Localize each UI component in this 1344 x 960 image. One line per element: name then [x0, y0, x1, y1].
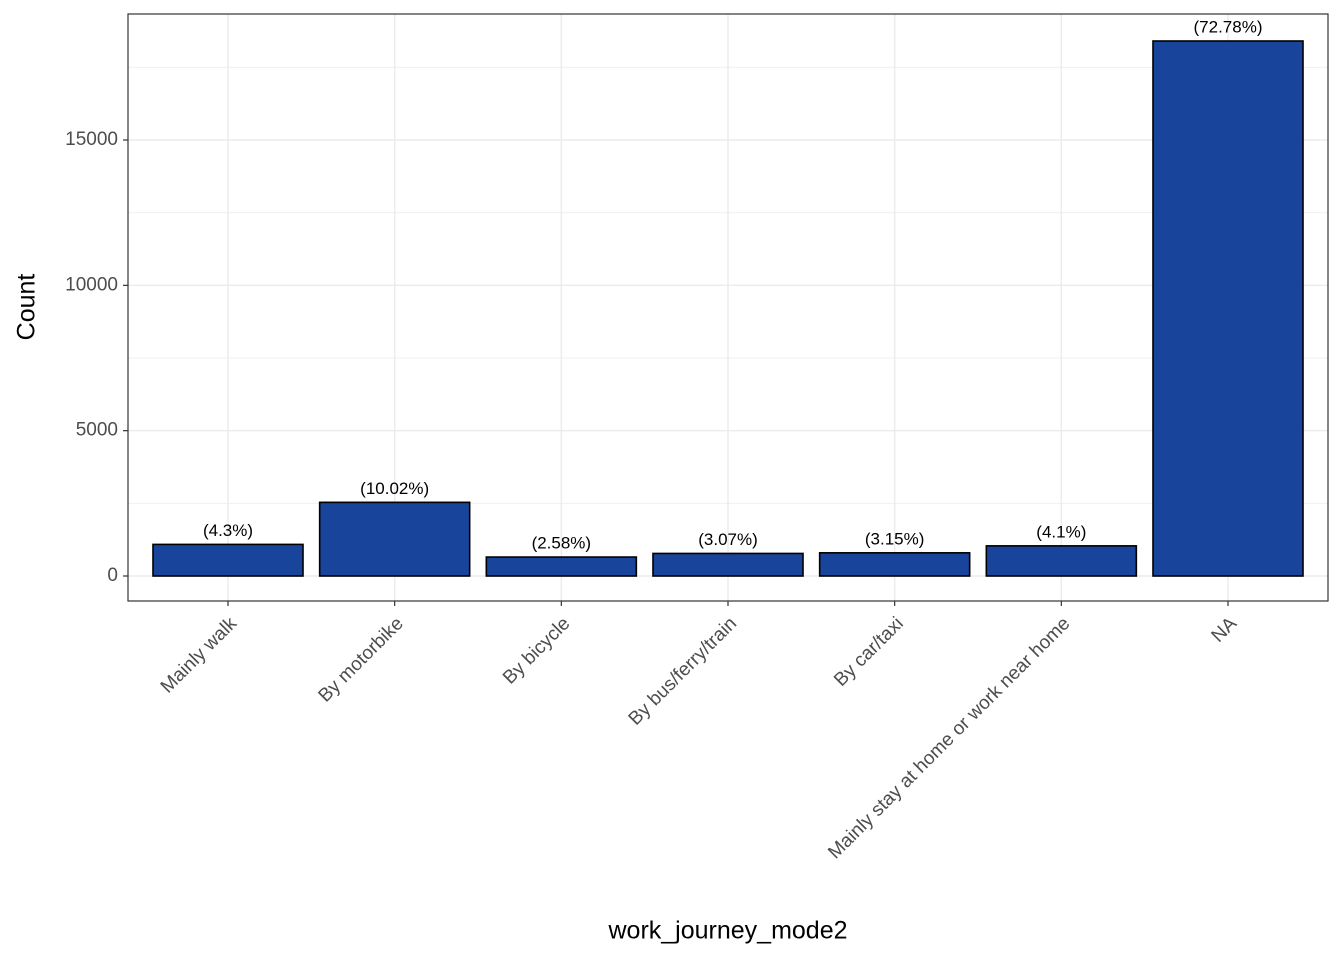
bar-label: (10.02%): [360, 479, 429, 498]
bar: [985, 545, 1138, 577]
bar-label: (72.78%): [1194, 17, 1263, 36]
y-tick-label: 10000: [65, 274, 118, 295]
x-tick-label: NA: [1208, 613, 1242, 647]
x-tick-label: Mainly walk: [157, 613, 242, 698]
bar: [1152, 40, 1304, 577]
bar-label: (3.15%): [865, 529, 925, 548]
bar-label: (4.1%): [1036, 522, 1086, 541]
x-tick-label: By motorbike: [314, 613, 407, 706]
y-tick-label: 15000: [65, 129, 118, 150]
x-tick-label: By bicycle: [499, 613, 574, 688]
bars: [152, 40, 1304, 577]
x-axis-title: work_journey_mode2: [607, 917, 847, 945]
bar-label: (2.58%): [532, 534, 592, 553]
bar: [485, 556, 638, 577]
y-tick-label: 5000: [76, 420, 118, 441]
y-tick-label: 0: [107, 565, 118, 586]
bar: [152, 543, 304, 577]
y-axis-title: Count: [13, 274, 41, 341]
bar: [318, 501, 471, 577]
x-tick-label: By bus/ferry/train: [625, 613, 741, 729]
bar-label: (3.07%): [698, 530, 758, 549]
x-tick-label: By car/taxi: [830, 613, 908, 691]
bar: [818, 552, 971, 577]
bar-label: (4.3%): [203, 521, 253, 540]
bar: [652, 552, 804, 577]
